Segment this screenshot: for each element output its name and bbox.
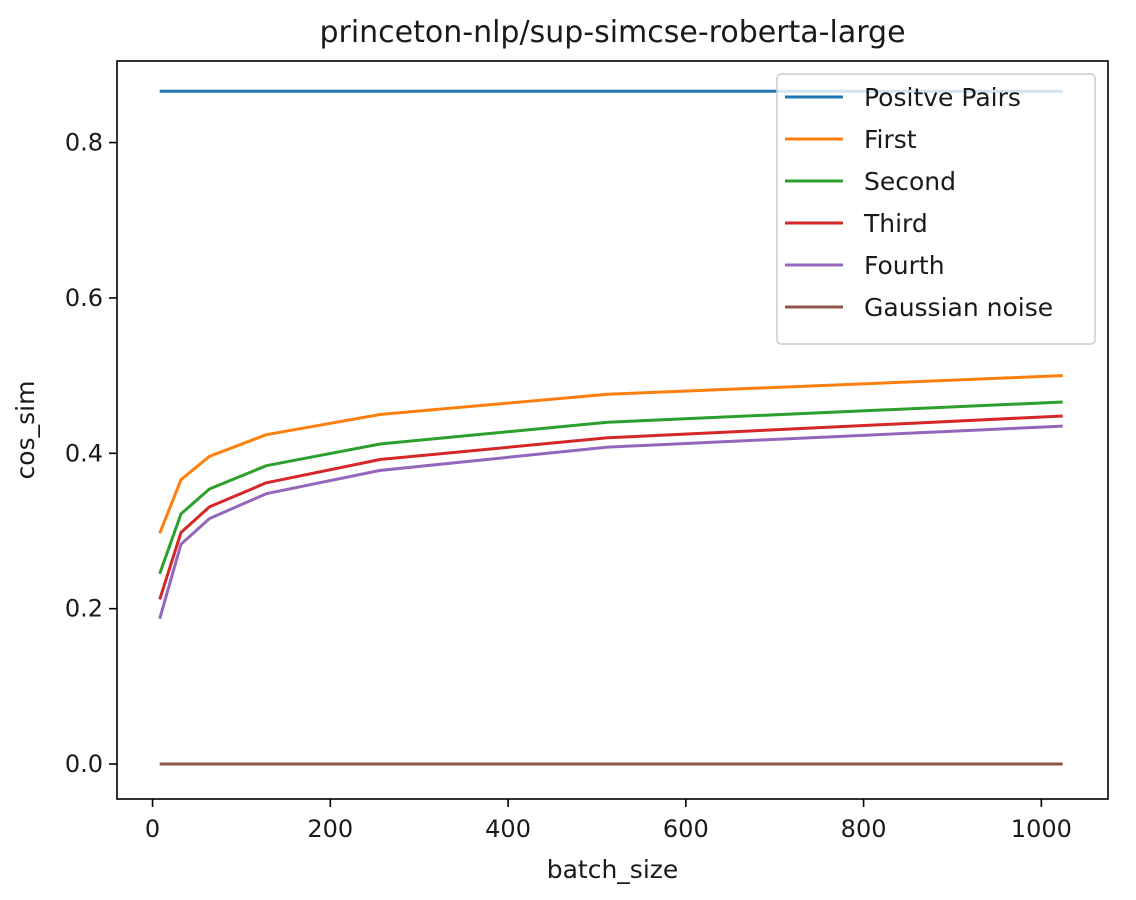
chart-title: princeton-nlp/sup-simcse-roberta-large — [319, 15, 905, 50]
series-line-third — [158, 414, 1063, 600]
series-line-first — [158, 374, 1063, 534]
legend-box — [776, 73, 1096, 345]
series-line-second — [158, 400, 1063, 575]
x-tick-label: 200 — [307, 815, 353, 843]
legend-label-second: Second — [864, 167, 956, 196]
x-axis: 0 200 400 600 800 1000 — [145, 799, 1072, 843]
y-tick-label: 0.4 — [65, 439, 103, 467]
y-tick-label: 0.6 — [65, 284, 103, 312]
x-tick-label: 800 — [841, 815, 887, 843]
y-tick-label: 0.8 — [65, 129, 103, 157]
plot-frame — [116, 60, 1109, 800]
x-axis-title: batch_size — [547, 855, 679, 884]
x-tick-label: 0 — [145, 815, 160, 843]
y-axis: 0.0 0.2 0.4 0.6 0.8 — [65, 129, 117, 778]
legend-label-positve-pairs: Positve Pairs — [864, 83, 1021, 112]
legend-label-first: First — [864, 125, 917, 154]
y-tick-label: 0.0 — [65, 750, 103, 778]
x-tick-label: 600 — [663, 815, 709, 843]
legend-label-gaussian-noise: Gaussian noise — [864, 293, 1053, 322]
y-tick-label: 0.2 — [65, 595, 103, 623]
y-axis-title: cos_sim — [11, 381, 40, 480]
series-layer — [158, 89, 1063, 766]
legend-label-third: Third — [863, 209, 928, 238]
legend: Positve Pairs First Second Third Fourth Gauss… — [776, 73, 1096, 345]
x-tick-label: 1000 — [1011, 815, 1072, 843]
series-line-fourth — [158, 424, 1063, 620]
legend-label-fourth: Fourth — [864, 251, 945, 280]
x-tick-label: 400 — [485, 815, 531, 843]
